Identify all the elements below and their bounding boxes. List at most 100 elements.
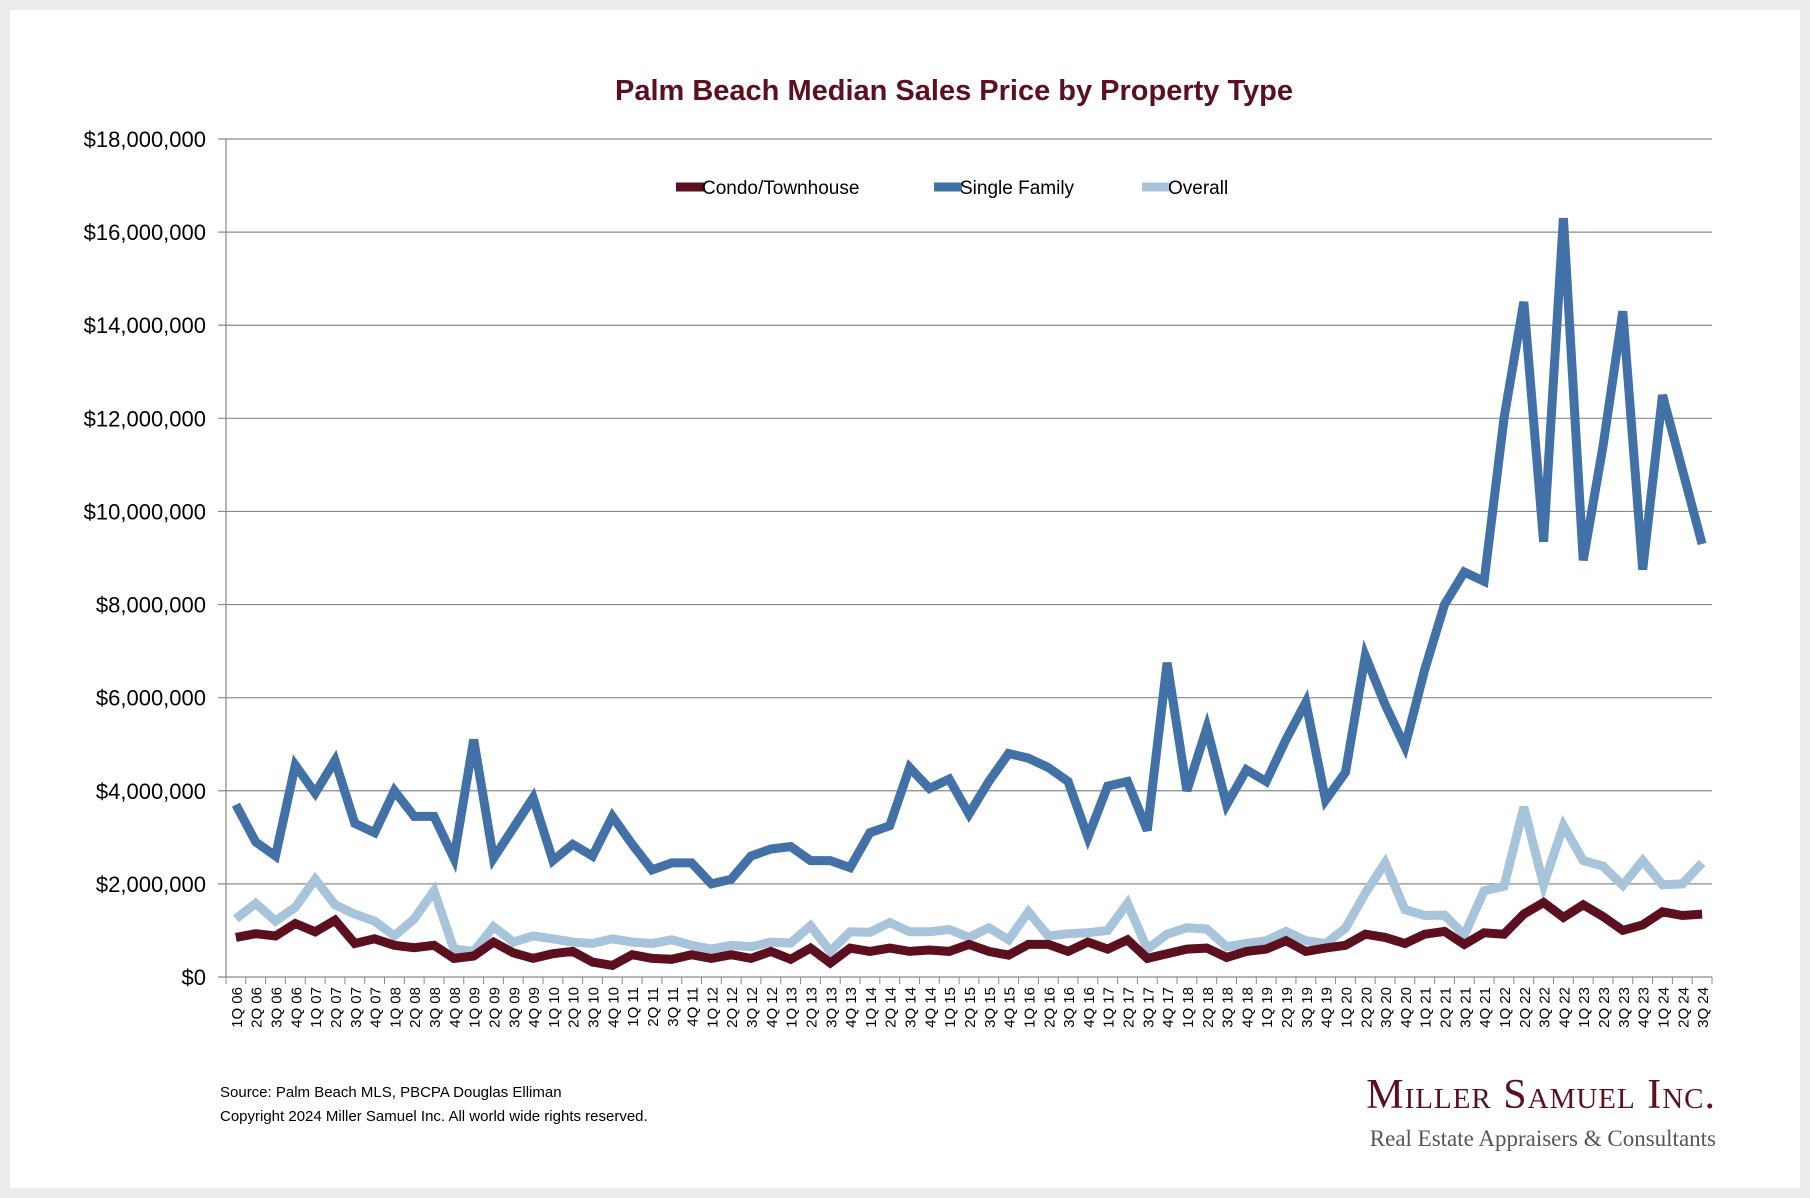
- x-tick-label: 3Q 11: [665, 987, 682, 1027]
- x-tick-label: 3Q 21: [1457, 987, 1474, 1028]
- y-tick-label: $0: [182, 965, 206, 990]
- x-tick-label: 1Q 17: [1101, 987, 1118, 1028]
- x-tick-label: 1Q 19: [1259, 987, 1276, 1028]
- x-tick-label: 2Q 13: [803, 987, 820, 1028]
- x-tick-label: 2Q 06: [249, 987, 266, 1028]
- x-tick-label: 2Q 19: [1279, 987, 1296, 1028]
- x-tick-label: 3Q 22: [1537, 987, 1554, 1028]
- y-tick-label: $2,000,000: [96, 872, 206, 897]
- x-tick-label: 4Q 16: [1081, 987, 1098, 1028]
- x-tick-label: 3Q 19: [1299, 987, 1316, 1028]
- x-tick-label: 1Q 15: [942, 987, 959, 1028]
- legend: Condo/Townhouse Single Family Overall: [676, 178, 1228, 199]
- x-tick-label: 4Q 18: [1239, 987, 1256, 1028]
- x-tick-label: 4Q 20: [1398, 987, 1415, 1028]
- x-tick-label: 2Q 24: [1675, 987, 1692, 1028]
- y-tick-label: $4,000,000: [96, 779, 206, 804]
- x-tick-label: 1Q 06: [229, 987, 246, 1028]
- x-tick-label: 3Q 23: [1616, 987, 1633, 1028]
- x-tick-label: 3Q 07: [348, 987, 365, 1028]
- x-tick-label: 4Q 13: [843, 987, 860, 1028]
- x-tick-label: 4Q 06: [288, 987, 305, 1028]
- x-tick-label: 2Q 16: [1041, 987, 1058, 1028]
- y-axis: $0 $2,000,000 $4,000,000 $6,000,000 $8,000,0…: [84, 127, 227, 990]
- x-tick-label: 2Q 21: [1438, 987, 1455, 1028]
- x-tick-label: 4Q 07: [368, 987, 385, 1028]
- chart-title: Palm Beach Median Sales Price by Propert…: [615, 75, 1293, 107]
- y-tick-label: $18,000,000: [84, 127, 206, 152]
- x-tick-label: 2Q 10: [566, 987, 583, 1028]
- x-tick-label: 3Q 10: [586, 987, 603, 1028]
- legend-label: Single Family: [960, 178, 1075, 199]
- x-tick-label: 3Q 13: [823, 987, 840, 1028]
- x-tick-label: 1Q 12: [704, 987, 721, 1028]
- legend-label: Overall: [1168, 178, 1228, 199]
- x-tick-label: 1Q 22: [1497, 987, 1514, 1028]
- y-tick-label: $16,000,000: [84, 220, 206, 245]
- x-tick-label: 2Q 22: [1517, 987, 1534, 1028]
- x-tick-label: 2Q 09: [486, 987, 503, 1028]
- legend-label: Condo/Townhouse: [702, 178, 859, 199]
- series-line-single-family: [231, 217, 1707, 889]
- x-tick-label: 3Q 06: [269, 987, 286, 1028]
- x-tick-label: 2Q 07: [328, 987, 345, 1028]
- y-tick-label: $6,000,000: [96, 686, 206, 711]
- y-tick-label: $10,000,000: [84, 499, 206, 524]
- x-tick-label: 4Q 12: [764, 987, 781, 1028]
- chart-frame: [10, 10, 1800, 1188]
- x-tick-label: 3Q 12: [744, 987, 761, 1028]
- x-tick-label: 4Q 21: [1477, 987, 1494, 1028]
- x-tick-label: 2Q 14: [883, 987, 900, 1028]
- x-tick-label: 1Q 23: [1576, 987, 1593, 1028]
- miller-samuel-logo: Miller Samuel Inc. Real Estate Appraiser…: [1366, 1072, 1716, 1151]
- x-axis: 1Q 06 2Q 06 3Q 06 4Q 06 1Q 07 2Q 07 3Q 07 4Q 07…: [225, 977, 1713, 1028]
- x-tick-label: 1Q 10: [546, 987, 563, 1028]
- x-tick-label: 4Q 11: [685, 987, 702, 1027]
- x-tick-label: 2Q 15: [962, 987, 979, 1028]
- series-lines: [231, 217, 1707, 971]
- y-tick-label: $12,000,000: [84, 406, 206, 431]
- x-tick-label: 1Q 11: [625, 987, 642, 1027]
- x-tick-label: 2Q 23: [1596, 987, 1613, 1028]
- source-note: Source: Palm Beach MLS, PBCPA Douglas El…: [220, 1084, 562, 1101]
- x-tick-label: 1Q 18: [1180, 987, 1197, 1028]
- x-tick-label: 2Q 08: [407, 987, 424, 1028]
- x-tick-label: 3Q 09: [506, 987, 523, 1028]
- x-tick-label: 1Q 20: [1338, 987, 1355, 1028]
- x-tick-label: 3Q 20: [1378, 987, 1395, 1028]
- x-tick-label: 3Q 18: [1220, 987, 1237, 1028]
- y-tick-label: $14,000,000: [84, 313, 206, 338]
- x-tick-label: 3Q 14: [903, 987, 920, 1028]
- x-tick-label: 4Q 17: [1160, 987, 1177, 1028]
- x-tick-label: 2Q 11: [645, 987, 662, 1027]
- copyright-note: Copyright 2024 Miller Samuel Inc. All wo…: [220, 1108, 648, 1125]
- x-tick-label: 4Q 23: [1636, 987, 1653, 1028]
- x-tick-label: 4Q 09: [526, 987, 543, 1028]
- logo-tagline: Real Estate Appraisers & Consultants: [1370, 1126, 1716, 1151]
- x-tick-label: 2Q 18: [1200, 987, 1217, 1028]
- x-tick-label: 1Q 21: [1418, 987, 1435, 1028]
- x-tick-label: 4Q 08: [447, 987, 464, 1028]
- x-tick-label: 4Q 14: [922, 987, 939, 1028]
- x-tick-label: 3Q 17: [1140, 987, 1157, 1028]
- x-tick-label: 1Q 24: [1655, 987, 1672, 1028]
- x-tick-label: 4Q 22: [1556, 987, 1573, 1028]
- x-tick-label: 2Q 17: [1121, 987, 1138, 1028]
- x-tick-label: 1Q 07: [308, 987, 325, 1028]
- x-tick-label: 1Q 16: [1021, 987, 1038, 1028]
- x-tick-label: 3Q 16: [1061, 987, 1078, 1028]
- x-tick-label: 3Q 08: [427, 987, 444, 1028]
- logo-name: Miller Samuel Inc.: [1366, 1072, 1716, 1118]
- x-tick-label: 4Q 15: [1002, 987, 1019, 1028]
- x-tick-label: 2Q 12: [724, 987, 741, 1028]
- x-tick-label: 4Q 19: [1319, 987, 1336, 1028]
- x-tick-label: 1Q 08: [387, 987, 404, 1028]
- x-tick-label: 3Q 24: [1695, 987, 1712, 1028]
- x-tick-label: 4Q 10: [605, 987, 622, 1028]
- x-tick-label: 1Q 13: [784, 987, 801, 1028]
- x-tick-label: 3Q 15: [982, 987, 999, 1028]
- x-tick-label: 2Q 20: [1358, 987, 1375, 1028]
- x-tick-label: 1Q 09: [467, 987, 484, 1028]
- y-tick-label: $8,000,000: [96, 593, 206, 618]
